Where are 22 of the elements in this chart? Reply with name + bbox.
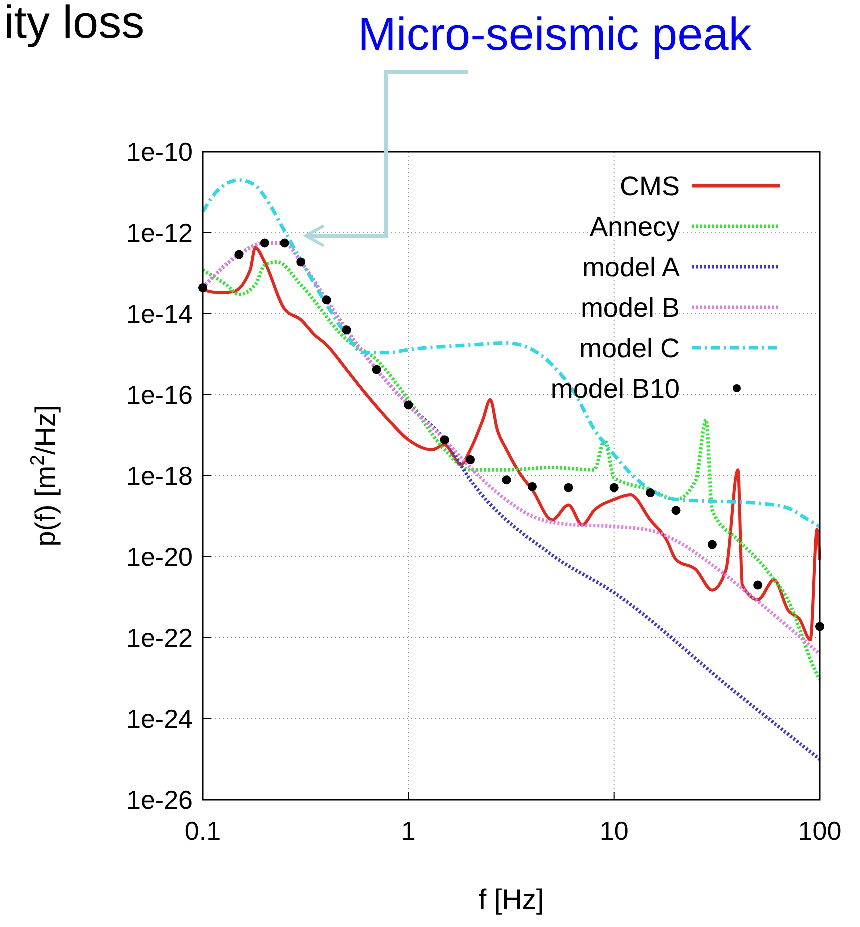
- y-tick-label: 1e-18: [126, 461, 193, 492]
- y-tick-label: 1e-10: [126, 137, 193, 168]
- x-axis-title: f [Hz]: [478, 884, 544, 915]
- y-tick-label: 1e-26: [126, 785, 193, 816]
- legend-label: model A: [582, 252, 680, 282]
- x-tick-label: 1: [401, 816, 416, 846]
- text: Micro-seismic peak: [358, 8, 753, 60]
- text: ity loss: [4, 0, 145, 48]
- y-tick-label: 1e-22: [126, 623, 193, 654]
- y-tick-label: 1e-20: [126, 542, 193, 572]
- x-tick-label: 100: [798, 816, 842, 846]
- legend-label: model B: [580, 292, 680, 323]
- legend-label: Annecy: [590, 212, 680, 242]
- x-tick-label: 10: [600, 816, 629, 846]
- y-tick-label: 1e-24: [126, 704, 193, 734]
- legend-label: model B10: [550, 374, 680, 404]
- x-tick-label: 0.1: [184, 816, 222, 846]
- y-tick-label: 1e-12: [126, 218, 193, 248]
- legend-label: CMS: [620, 171, 680, 202]
- legend-label: model C: [579, 333, 680, 364]
- y-tick-label: 1e-16: [126, 380, 193, 410]
- y-tick-label: 1e-14: [126, 299, 193, 330]
